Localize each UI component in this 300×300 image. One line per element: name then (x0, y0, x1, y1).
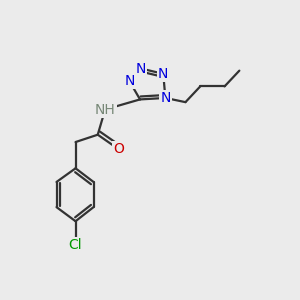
Text: NH: NH (95, 103, 116, 116)
Text: Cl: Cl (69, 238, 82, 252)
Text: O: O (113, 142, 124, 156)
Text: N: N (124, 74, 135, 88)
Text: N: N (158, 67, 168, 81)
Text: N: N (160, 91, 171, 105)
Text: N: N (136, 61, 146, 76)
